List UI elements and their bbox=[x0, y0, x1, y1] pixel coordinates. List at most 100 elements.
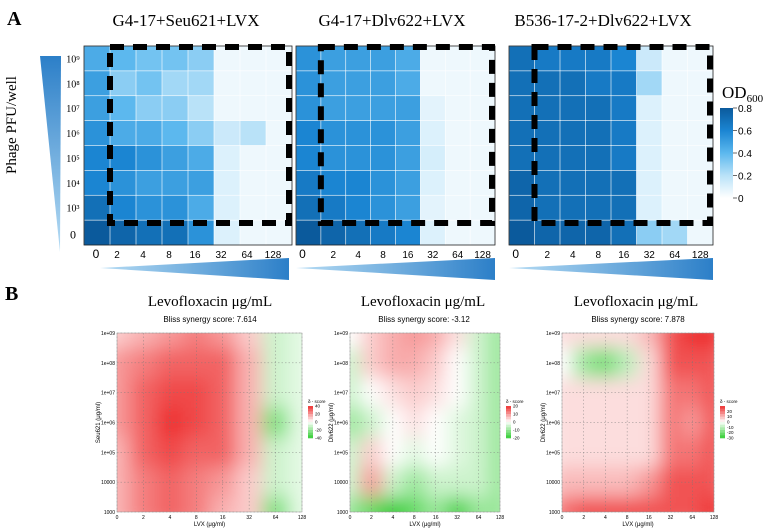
synergy-cell bbox=[235, 407, 264, 439]
synergy-1-title: Bliss synergy score: 7.614 bbox=[163, 315, 257, 324]
synergy-cell bbox=[235, 467, 264, 499]
synergy-cell bbox=[350, 347, 362, 379]
heatmap-cell bbox=[161, 170, 189, 197]
x-tick-label: 128 bbox=[265, 250, 282, 261]
synergy-cell bbox=[467, 347, 491, 379]
synergy-x-tick: 4 bbox=[604, 515, 607, 521]
synergy-x-tick: 32 bbox=[246, 515, 252, 521]
synergy-boundary bbox=[107, 44, 292, 226]
synergy-y-tick: 1e+08 bbox=[546, 361, 560, 367]
synergy-cell bbox=[446, 407, 469, 439]
colorbar-tick-label: 0.4 bbox=[738, 149, 752, 160]
heatmap-cell bbox=[661, 194, 689, 221]
synergy-cell bbox=[262, 467, 290, 499]
heatmap-cell bbox=[135, 145, 163, 172]
synergy-x-tick: 8 bbox=[626, 515, 629, 521]
synergy-cell bbox=[403, 377, 426, 409]
synergy-y-tick: 1000 bbox=[104, 510, 115, 516]
heatmap-cell bbox=[444, 95, 471, 122]
heatmap-cell bbox=[610, 95, 638, 122]
heatmap-cell bbox=[585, 70, 612, 97]
synergy-legend-title: δ - score bbox=[506, 399, 524, 404]
heatmap-cell bbox=[508, 120, 536, 147]
synergy-frame bbox=[349, 332, 501, 513]
synergy-cell bbox=[681, 347, 705, 379]
synergy-cell bbox=[572, 437, 596, 469]
heatmap-cell bbox=[420, 145, 447, 172]
synergy-cell bbox=[446, 437, 469, 469]
heatmap-cell bbox=[213, 70, 241, 97]
colorbar bbox=[720, 108, 733, 198]
heatmap-cell bbox=[161, 70, 189, 97]
heatmap-cell bbox=[135, 120, 163, 147]
heatmap-cell bbox=[213, 145, 241, 172]
heatmap-cell bbox=[213, 194, 241, 221]
y-tick-label: 10⁶ bbox=[66, 129, 80, 140]
heatmap-cell bbox=[239, 45, 267, 72]
synergy-legend-swatch bbox=[506, 427, 511, 431]
synergy-cell bbox=[130, 333, 158, 349]
heatmap-cell bbox=[161, 145, 189, 172]
heatmap-cell bbox=[345, 45, 372, 72]
synergy-cell bbox=[183, 347, 211, 379]
synergy-1-header: Levofloxacin μg/mL bbox=[148, 294, 272, 310]
synergy-cell bbox=[562, 333, 574, 349]
x-tick-label: 0 bbox=[512, 247, 519, 261]
x-tick-label: 64 bbox=[241, 250, 253, 261]
heatmap-cell bbox=[610, 145, 638, 172]
synergy-x-tick: 64 bbox=[476, 515, 482, 521]
x-tick-label: 2 bbox=[331, 250, 337, 261]
synergy-boundary bbox=[531, 44, 713, 226]
synergy-cell bbox=[350, 467, 362, 499]
heatmap-3-x-ticks: 0 2 4 8 16 32 64 128 bbox=[512, 247, 709, 261]
heatmap-cell bbox=[395, 70, 422, 97]
synergy-cell bbox=[382, 333, 405, 349]
panel-label-a: A bbox=[7, 8, 22, 30]
synergy-cell bbox=[703, 497, 714, 512]
synergy-y-tick: 1e+06 bbox=[334, 421, 348, 427]
synergy-legend-swatch bbox=[308, 414, 313, 417]
synergy-cell bbox=[638, 333, 661, 349]
synergy-cell bbox=[117, 437, 132, 469]
heatmap-cell bbox=[187, 145, 215, 172]
heatmap-cell bbox=[83, 120, 111, 147]
synergy-legend-tick: 10 bbox=[727, 414, 733, 419]
synergy-cell bbox=[703, 407, 714, 439]
synergy-x-tick: 0 bbox=[561, 515, 564, 521]
heatmap-cell bbox=[420, 170, 447, 197]
x-tick-label: 0 bbox=[299, 247, 306, 261]
synergy-cell bbox=[616, 467, 639, 499]
synergy-cell bbox=[489, 377, 500, 409]
heatmap-cell bbox=[320, 70, 347, 97]
heatmap-cell bbox=[83, 95, 111, 122]
heatmap-cell bbox=[295, 194, 322, 221]
synergy-legend-swatch bbox=[720, 416, 725, 420]
heatmap-cell bbox=[534, 45, 561, 72]
synergy-legend-swatch bbox=[720, 414, 725, 417]
synergy-cell bbox=[616, 333, 639, 349]
synergy-cell bbox=[467, 467, 491, 499]
synergy-cell bbox=[403, 497, 426, 512]
synergy-cell bbox=[425, 333, 448, 349]
synergy-cell bbox=[382, 407, 405, 439]
synergy-legend-swatch bbox=[720, 432, 725, 436]
heatmap-cell bbox=[295, 45, 322, 72]
heatmap-cell bbox=[135, 170, 163, 197]
synergy-cell bbox=[703, 437, 714, 469]
synergy-legend-tick: 20 bbox=[727, 409, 733, 414]
synergy-legend-swatch bbox=[308, 432, 313, 436]
colorbar-ticks: 0.8 0.6 0.4 0.2 0 bbox=[733, 104, 752, 205]
heatmap-cell bbox=[213, 170, 241, 197]
synergy-legend-title: δ - score bbox=[308, 399, 326, 404]
phage-gradient-triangle bbox=[40, 56, 61, 252]
heatmap-cell bbox=[109, 170, 137, 197]
synergy-cell bbox=[130, 497, 158, 512]
heatmap-cell bbox=[83, 219, 111, 246]
heatmap-cell bbox=[661, 170, 689, 197]
heatmap-cell bbox=[636, 70, 663, 97]
heatmap-3-title: B536-17-2+Dlv622+LVX bbox=[514, 11, 691, 30]
synergy-cell bbox=[616, 497, 639, 512]
synergy-y-tick: 1000 bbox=[337, 510, 348, 516]
heatmap-cell bbox=[83, 194, 111, 221]
heatmap-cell bbox=[239, 70, 267, 97]
